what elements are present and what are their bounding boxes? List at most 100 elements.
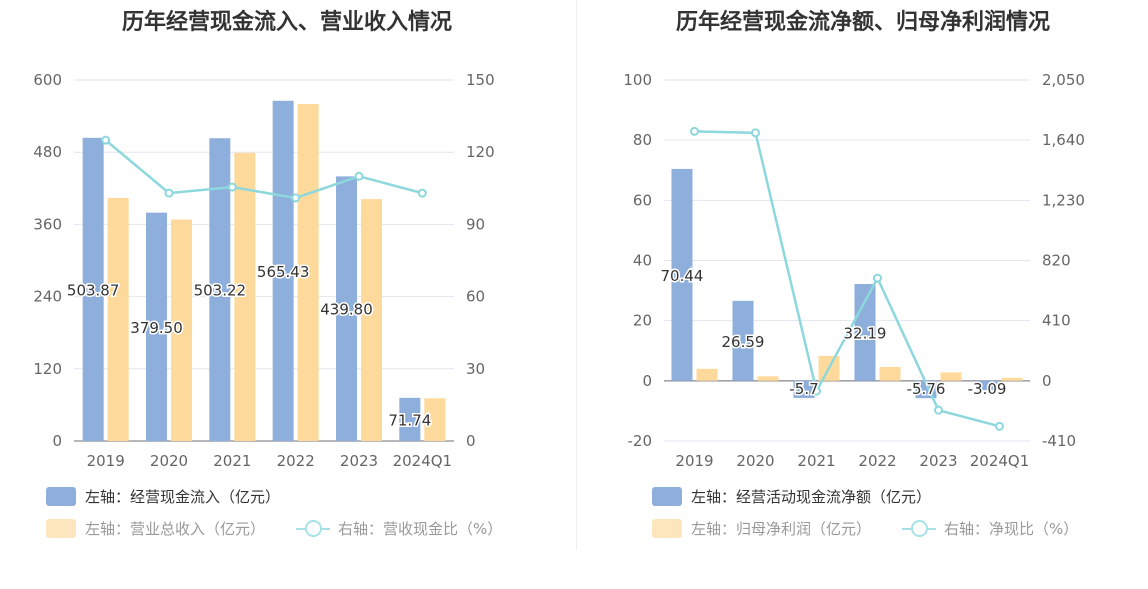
left-axis-tick-label: -20	[628, 432, 653, 450]
right-axis-tick-label: 0	[1042, 372, 1052, 390]
bar-data-label: 503.22	[194, 282, 247, 300]
x-axis-tick-label: 2022	[858, 452, 896, 470]
line-point	[873, 273, 882, 283]
x-axis-tick-label: 2024Q1	[393, 452, 453, 470]
line-point	[164, 188, 174, 198]
bar-series-1	[146, 212, 167, 441]
right-axis-tick-label: 60	[466, 288, 485, 306]
x-axis-tick-label: 2019	[675, 452, 713, 470]
bar-series-1	[854, 283, 876, 381]
left-axis-tick-label: 0	[52, 432, 62, 450]
x-axis-tick-label: 2020	[736, 452, 774, 470]
line-point	[291, 193, 301, 203]
chart-title: 历年经营现金流净额、归母净利润情况	[675, 10, 1050, 35]
bar-series-1	[399, 397, 421, 441]
chart-plot: -20 0 20 40 60 80 100 -410 0 410 820 1,230 1,640 2,05…	[623, 71, 1085, 470]
left-axis-tick-label: 80	[633, 131, 652, 149]
bar-data-label: -3.09	[968, 380, 1007, 398]
bar-series-1	[671, 168, 693, 381]
line-point	[227, 182, 237, 192]
cash-inflow-revenue-chart: 历年经营现金流入、营业收入情况 0 120 240 360 480 600 0 30 60 90 1…	[33, 10, 502, 539]
bar-series-2	[940, 372, 962, 381]
left-axis-tick-label: 360	[33, 215, 62, 233]
legend-swatch	[652, 519, 682, 538]
x-axis-tick-label: 2019	[87, 452, 125, 470]
x-axis-tick-label: 2022	[277, 452, 315, 470]
x-axis-tick-label: 2021	[797, 452, 835, 470]
bar-data-label: -5.76	[907, 380, 946, 398]
right-axis-tick-label: -410	[1042, 432, 1076, 450]
line-point	[812, 386, 821, 396]
bar-data-label: 32.19	[844, 324, 887, 342]
bar-data-label: 439.80	[320, 301, 373, 319]
line-point	[101, 135, 111, 145]
line-point	[690, 126, 699, 136]
legend-item-net-profit[interactable]: 左轴：归母净利润（亿元）	[652, 518, 871, 539]
right-axis-tick-label: 90	[466, 215, 485, 233]
bar-series-2	[424, 398, 446, 441]
line-series	[104, 139, 423, 200]
legend-line-swatch	[902, 519, 936, 538]
bar-series-1	[793, 380, 815, 398]
x-axis-tick-label: 2023	[919, 452, 957, 470]
line-point	[417, 188, 427, 198]
right-axis-tick-label: 410	[1042, 312, 1071, 330]
right-axis-tick-label: 30	[466, 360, 485, 378]
bar-data-label: 565.43	[257, 263, 310, 281]
left-axis-tick-label: 0	[642, 372, 652, 390]
x-axis-tick-label: 2023	[340, 452, 378, 470]
legend-item-revenue-cash-ratio[interactable]: 右轴：营收现金比（%）	[296, 518, 502, 539]
bar-series-2	[234, 152, 256, 441]
line-series	[694, 130, 1000, 428]
bar-series-2	[879, 366, 901, 381]
legend-item-revenue[interactable]: 左轴：营业总收入（亿元）	[46, 518, 265, 539]
bar-series-1	[82, 137, 104, 442]
legend-item-net-cash-ratio[interactable]: 右轴：净现比（%）	[902, 518, 1078, 539]
legend-label: 右轴：净现比（%）	[944, 520, 1079, 538]
bar-series-1	[732, 300, 754, 381]
net-cashflow-profit-chart: 历年经营现金流净额、归母净利润情况 -20 0 20 40 60 80 100 -410 0 41…	[578, 0, 1148, 589]
legend-label: 左轴：归母净利润（亿元）	[691, 520, 872, 538]
right-axis-tick-label: 0	[466, 432, 476, 450]
bar-data-label: 503.87	[67, 281, 120, 299]
bar-data-label: 70.44	[661, 267, 704, 285]
bar-series-2	[1001, 377, 1023, 381]
left-axis-tick-label: 480	[33, 143, 62, 161]
right-axis-tick-label: 120	[466, 143, 495, 161]
left-axis-tick-label: 240	[33, 288, 62, 306]
left-axis-tick-label: 20	[633, 312, 652, 330]
bar-series-2	[757, 376, 779, 381]
bar-series-1	[336, 176, 357, 441]
bar-series-1	[976, 380, 998, 391]
bar-series-1	[272, 100, 294, 441]
right-axis-tick-label: 1,230	[1042, 191, 1085, 209]
x-axis-tick-label: 2021	[213, 452, 251, 470]
x-axis-tick-label: 2024Q1	[970, 452, 1030, 470]
legend-swatch	[652, 487, 682, 506]
legend-label: 右轴：营收现金比（%）	[338, 520, 503, 538]
left-axis-tick-label: 600	[33, 71, 62, 89]
right-axis-tick-label: 820	[1042, 252, 1071, 270]
bar-series-2	[696, 368, 718, 381]
line-point	[995, 421, 1004, 431]
legend-item-net-cashflow[interactable]: 左轴：经营活动现金流净额（亿元）	[652, 486, 931, 507]
legend-label: 左轴：经营现金流入（亿元）	[85, 488, 281, 506]
line-point	[934, 405, 943, 415]
panel-divider	[576, 0, 577, 550]
left-axis-tick-label: 100	[623, 71, 652, 89]
bar-data-label: 26.59	[722, 333, 765, 351]
line-point	[354, 171, 364, 181]
legend-swatch	[46, 487, 76, 506]
chart-plot: 0 120 240 360 480 600 0 30 60 90 120 150 2019 2020 202…	[33, 71, 495, 470]
legend-item-cash-inflow[interactable]: 左轴：经营现金流入（亿元）	[46, 486, 280, 507]
legend-label: 左轴：经营活动现金流净额（亿元）	[691, 488, 932, 506]
right-axis-tick-label: 2,050	[1042, 71, 1085, 89]
right-axis-tick-label: 150	[466, 71, 495, 89]
legend-label: 左轴：营业总收入（亿元）	[85, 520, 266, 538]
bar-series-2	[297, 104, 319, 442]
left-axis-tick-label: 40	[633, 252, 652, 270]
left-axis-tick-label: 120	[33, 360, 62, 378]
bar-data-label: -5.7	[789, 380, 818, 398]
legend-swatch	[46, 519, 76, 538]
bar-series-1	[209, 138, 231, 441]
